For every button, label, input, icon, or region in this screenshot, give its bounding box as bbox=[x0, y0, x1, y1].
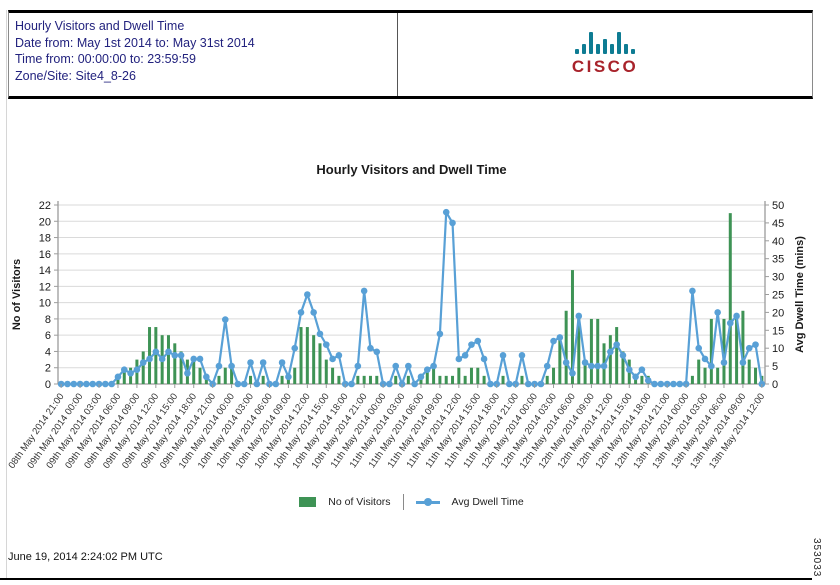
svg-text:25: 25 bbox=[772, 290, 784, 302]
report-title: Hourly Visitors and Dwell Time bbox=[15, 19, 185, 33]
chart-svg: 0 2 4 6 8 10 12 14 16 18 20 22 0 5 10 15 20 25 30 35 40 45 50 N… bbox=[6, 200, 806, 471]
svg-text:5: 5 bbox=[772, 361, 778, 373]
right-axis-title: Avg Dwell Time (mins) bbox=[794, 236, 806, 353]
dwell-legend-label: Avg Dwell Time bbox=[451, 496, 524, 508]
svg-text:15: 15 bbox=[772, 325, 784, 337]
svg-text:14: 14 bbox=[39, 265, 51, 277]
svg-text:0: 0 bbox=[45, 379, 51, 391]
report-header-info: Hourly Visitors and Dwell Time Date from… bbox=[9, 13, 398, 96]
cisco-wordmark: CISCO bbox=[571, 57, 639, 76]
svg-text:30: 30 bbox=[772, 272, 784, 284]
left-axis-title: No of Visitors bbox=[11, 259, 23, 330]
generated-timestamp: June 19, 2014 2:24:02 PM UTC bbox=[8, 551, 163, 563]
dwell-legend-line-icon bbox=[415, 497, 440, 507]
left-axis-ticks: 0 2 4 6 8 10 12 14 16 18 20 22 bbox=[39, 200, 58, 391]
svg-text:16: 16 bbox=[39, 249, 51, 261]
svg-text:12: 12 bbox=[39, 281, 51, 293]
report-date-range: Date from: May 1st 2014 to: May 31st 201… bbox=[15, 35, 255, 50]
brand-area: CISCO bbox=[398, 13, 812, 96]
svg-text:6: 6 bbox=[45, 330, 51, 342]
svg-text:50: 50 bbox=[772, 200, 784, 212]
x-axis-ticks bbox=[60, 384, 763, 388]
svg-text:2: 2 bbox=[45, 363, 51, 375]
left-margin-rule bbox=[6, 10, 7, 578]
cisco-logo-icon bbox=[575, 32, 635, 54]
report-time-range: Time from: 00:00:00 to: 23:59:59 bbox=[15, 52, 196, 66]
svg-text:22: 22 bbox=[39, 200, 51, 212]
bottom-rule bbox=[0, 578, 812, 580]
legend-divider bbox=[402, 494, 404, 510]
svg-text:10: 10 bbox=[772, 343, 784, 355]
svg-text:40: 40 bbox=[772, 236, 784, 248]
svg-text:20: 20 bbox=[772, 307, 784, 319]
svg-text:45: 45 bbox=[772, 218, 784, 230]
chart-legend: No of Visitors Avg Dwell Time bbox=[58, 494, 765, 510]
svg-text:10: 10 bbox=[39, 298, 51, 310]
visitor-bars bbox=[116, 213, 764, 384]
visitors-legend-label: No of Visitors bbox=[328, 496, 391, 508]
chart-title: Hourly Visitors and Dwell Time bbox=[316, 162, 507, 177]
gridlines bbox=[58, 204, 765, 369]
dwell-dots bbox=[57, 208, 766, 388]
report-zone-site: Zone/Site: Site4_8-26 bbox=[15, 68, 136, 83]
figure-number: 353033 bbox=[811, 538, 822, 578]
svg-text:0: 0 bbox=[772, 379, 778, 391]
svg-text:35: 35 bbox=[772, 254, 784, 266]
svg-text:4: 4 bbox=[45, 346, 51, 358]
report-header: Hourly Visitors and Dwell Time Date from… bbox=[8, 10, 813, 99]
svg-text:18: 18 bbox=[39, 233, 51, 245]
svg-text:8: 8 bbox=[45, 314, 51, 326]
svg-text:20: 20 bbox=[39, 216, 51, 228]
right-axis-ticks: 0 5 10 15 20 25 30 35 40 45 50 bbox=[765, 200, 784, 391]
visitors-legend-swatch-icon bbox=[299, 497, 317, 507]
